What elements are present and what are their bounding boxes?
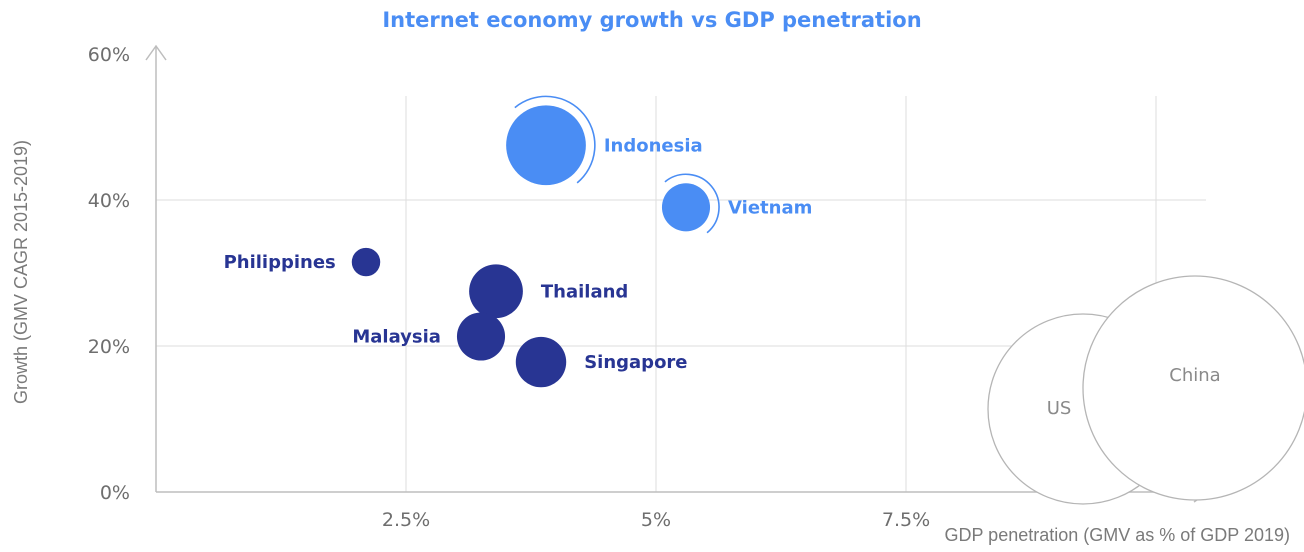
data-point-label: Malaysia	[352, 327, 441, 348]
y-tick-label: 40%	[88, 190, 130, 212]
x-axis-title: GDP penetration (GMV as % of GDP 2019)	[945, 525, 1291, 545]
y-axis-arrow	[145, 44, 167, 61]
point-halo-arc	[664, 173, 720, 234]
y-tick-label: 60%	[88, 44, 130, 66]
tick-labels: 0% 20% 40% 60% 2.5% 5% 7.5%	[88, 44, 930, 531]
data-point-label: Philippines	[224, 252, 336, 273]
reference-bubbles: US China	[987, 275, 1304, 505]
y-axis-title: Growth (GMV CAGR 2015-2019)	[11, 140, 31, 404]
data-point-label: Thailand	[541, 281, 628, 302]
x-tick-label: 7.5%	[882, 509, 930, 531]
data-point	[506, 105, 586, 186]
data-point-label: Singapore	[584, 352, 687, 373]
reference-bubble-label: US	[1047, 398, 1072, 419]
y-tick-label: 20%	[88, 336, 130, 358]
y-tick-label: 0%	[100, 482, 130, 504]
chart-title: Internet economy growth vs GDP penetrati…	[382, 8, 922, 32]
data-point	[661, 183, 711, 232]
x-tick-label: 5%	[641, 509, 671, 531]
data-points: Indonesia Vietnam Philippines Thailand Malay…	[224, 95, 812, 388]
data-point	[469, 264, 523, 319]
data-point	[351, 247, 381, 277]
data-point-label: Vietnam	[728, 197, 812, 218]
reference-bubble-label: China	[1169, 365, 1220, 386]
data-point	[515, 336, 567, 388]
reference-bubble	[1082, 275, 1304, 501]
point-halo-arc	[514, 95, 596, 184]
data-point	[456, 312, 506, 361]
x-tick-label: 2.5%	[382, 509, 430, 531]
data-point-label: Indonesia	[604, 135, 703, 156]
